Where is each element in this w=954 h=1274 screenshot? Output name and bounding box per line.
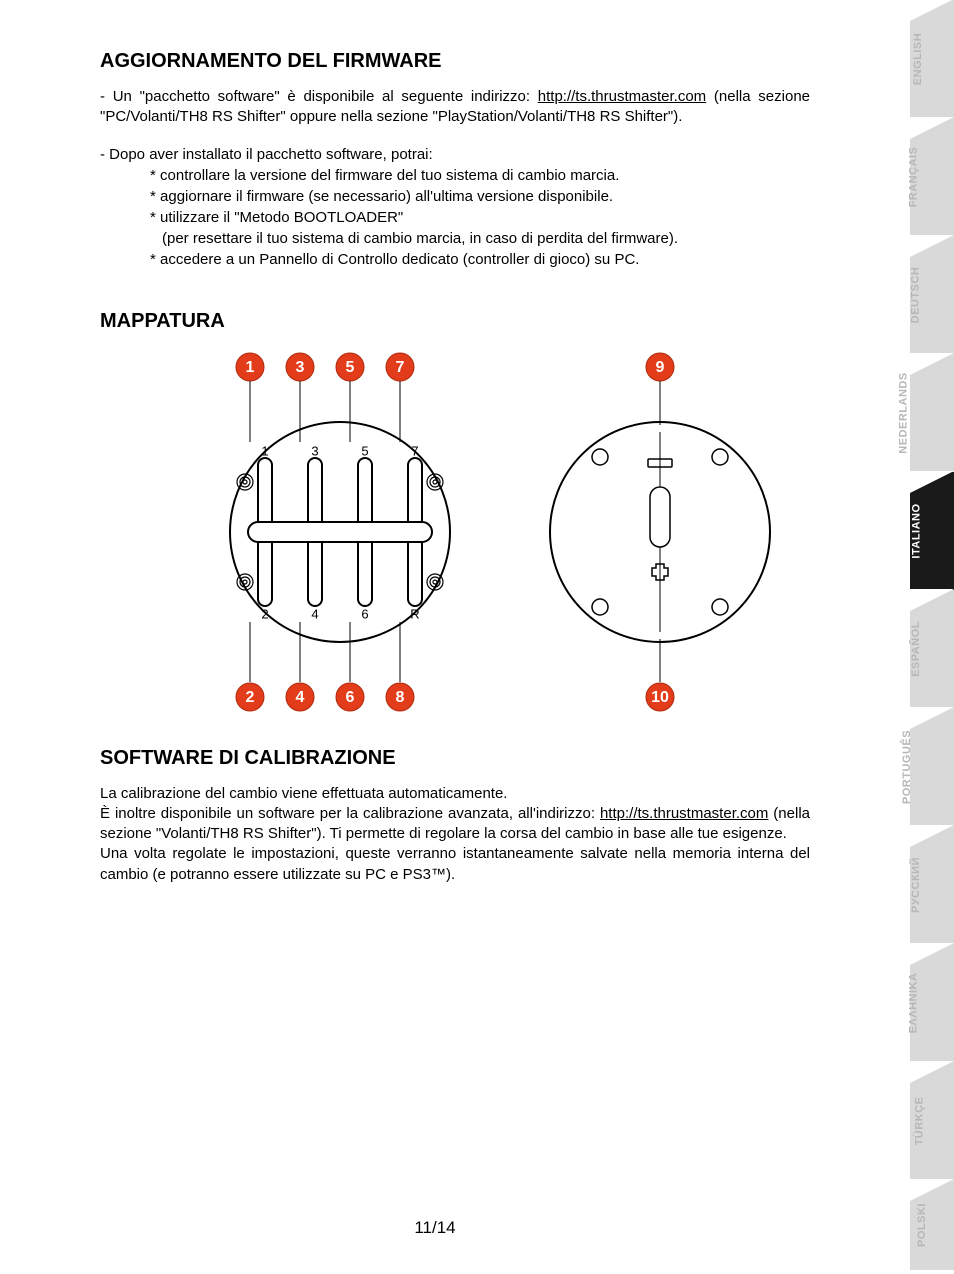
- language-tab-label: ESPAÑOL: [910, 621, 922, 677]
- language-tab-label: NEDERLANDS: [897, 372, 909, 453]
- language-tab-nederlands[interactable]: NEDERLANDS: [894, 354, 954, 472]
- firmware-para1-a: - Un "pacchetto software" è disponibile …: [100, 88, 538, 105]
- svg-text:7: 7: [396, 359, 405, 376]
- firmware-intro2: - Dopo aver installato il pacchetto soft…: [100, 146, 810, 163]
- mapping-diagrams: 1 3 5 7 1 3 5 7 2 4 6 R 2 4 6 8 9 10: [210, 347, 810, 717]
- svg-text:6: 6: [346, 689, 355, 706]
- page-number: 11/14: [0, 1218, 870, 1238]
- language-tab-label: PORTUGUÊS: [901, 730, 913, 804]
- svg-text:1: 1: [246, 359, 255, 376]
- firmware-bullet-3: utilizzare il "Metodo BOOTLOADER": [150, 207, 810, 228]
- svg-text:5: 5: [361, 443, 368, 458]
- language-tab-label: ΕΛΛΗΝΙΚΑ: [908, 973, 920, 1034]
- heading-calibration: SOFTWARE DI CALIBRAZIONE: [100, 747, 810, 770]
- svg-text:R: R: [410, 606, 419, 621]
- language-tab-polski[interactable]: POLSKI: [894, 1180, 954, 1270]
- firmware-bullet-2: aggiornare il firmware (se necessario) a…: [150, 186, 810, 207]
- svg-text:1: 1: [261, 443, 268, 458]
- language-tab-deutsch[interactable]: DEUTSCH: [894, 236, 954, 354]
- language-tab-italiano[interactable]: ITALIANO: [894, 472, 954, 590]
- svg-text:6: 6: [361, 606, 368, 621]
- firmware-bullets: controllare la versione del firmware del…: [150, 165, 810, 270]
- svg-text:5: 5: [346, 359, 355, 376]
- svg-text:7: 7: [411, 443, 418, 458]
- language-tab-label: РУССКИЙ: [910, 857, 922, 913]
- firmware-para1: - Un "pacchetto software" è disponibile …: [100, 87, 810, 128]
- firmware-bullet-3-sub: (per resettare il tuo sistema di cambio …: [150, 228, 810, 249]
- language-tab-label: FRANÇAIS: [908, 147, 920, 208]
- svg-text:3: 3: [311, 443, 318, 458]
- language-tab-français[interactable]: FRANÇAIS: [894, 118, 954, 236]
- calibration-p2a: È inoltre disponibile un software per la…: [100, 805, 600, 822]
- language-tab-русский[interactable]: РУССКИЙ: [894, 826, 954, 944]
- language-tab-label: DEUTSCH: [910, 267, 922, 324]
- svg-text:4: 4: [296, 689, 305, 706]
- language-tab-english[interactable]: ENGLISH: [894, 0, 954, 118]
- calibration-p3: Una volta regolate le impostazioni, ques…: [100, 844, 810, 885]
- language-tab-label: POLSKI: [916, 1203, 928, 1247]
- language-tab-label: ENGLISH: [912, 33, 924, 85]
- firmware-bullet-4: accedere a un Pannello di Controllo dedi…: [150, 249, 810, 270]
- heading-firmware: AGGIORNAMENTO DEL FIRMWARE: [100, 50, 810, 73]
- hpattern-diagram: 1 3 5 7 1 3 5 7 2 4 6 R 2 4 6 8: [210, 347, 470, 717]
- firmware-link[interactable]: http://ts.thrustmaster.com: [538, 88, 706, 105]
- svg-text:4: 4: [311, 606, 318, 621]
- language-tabs: ENGLISH FRANÇAIS DEUTSCH NEDERLANDS ITALIANO…: [894, 0, 954, 1274]
- heading-mapping: MAPPATURA: [100, 310, 810, 333]
- svg-text:2: 2: [261, 606, 268, 621]
- firmware-bullet-1: controllare la versione del firmware del…: [150, 165, 810, 186]
- language-tab-español[interactable]: ESPAÑOL: [894, 590, 954, 708]
- language-tab-türkçe[interactable]: TÜRKÇE: [894, 1062, 954, 1180]
- svg-text:2: 2: [246, 689, 255, 706]
- svg-text:10: 10: [651, 689, 669, 706]
- language-tab-ελληνικα[interactable]: ΕΛΛΗΝΙΚΑ: [894, 944, 954, 1062]
- sequential-diagram: 9 10: [530, 347, 790, 717]
- language-tab-português[interactable]: PORTUGUÊS: [894, 708, 954, 826]
- page-content: AGGIORNAMENTO DEL FIRMWARE - Un "pacchet…: [0, 0, 870, 915]
- svg-text:8: 8: [396, 689, 405, 706]
- calibration-p1: La calibrazione del cambio viene effettu…: [100, 784, 810, 804]
- calibration-p2: È inoltre disponibile un software per la…: [100, 804, 810, 845]
- calibration-link[interactable]: http://ts.thrustmaster.com: [600, 805, 768, 822]
- language-tab-label: ITALIANO: [910, 503, 922, 558]
- language-tab-label: TÜRKÇE: [914, 1097, 926, 1146]
- svg-text:9: 9: [656, 359, 665, 376]
- svg-text:3: 3: [296, 359, 305, 376]
